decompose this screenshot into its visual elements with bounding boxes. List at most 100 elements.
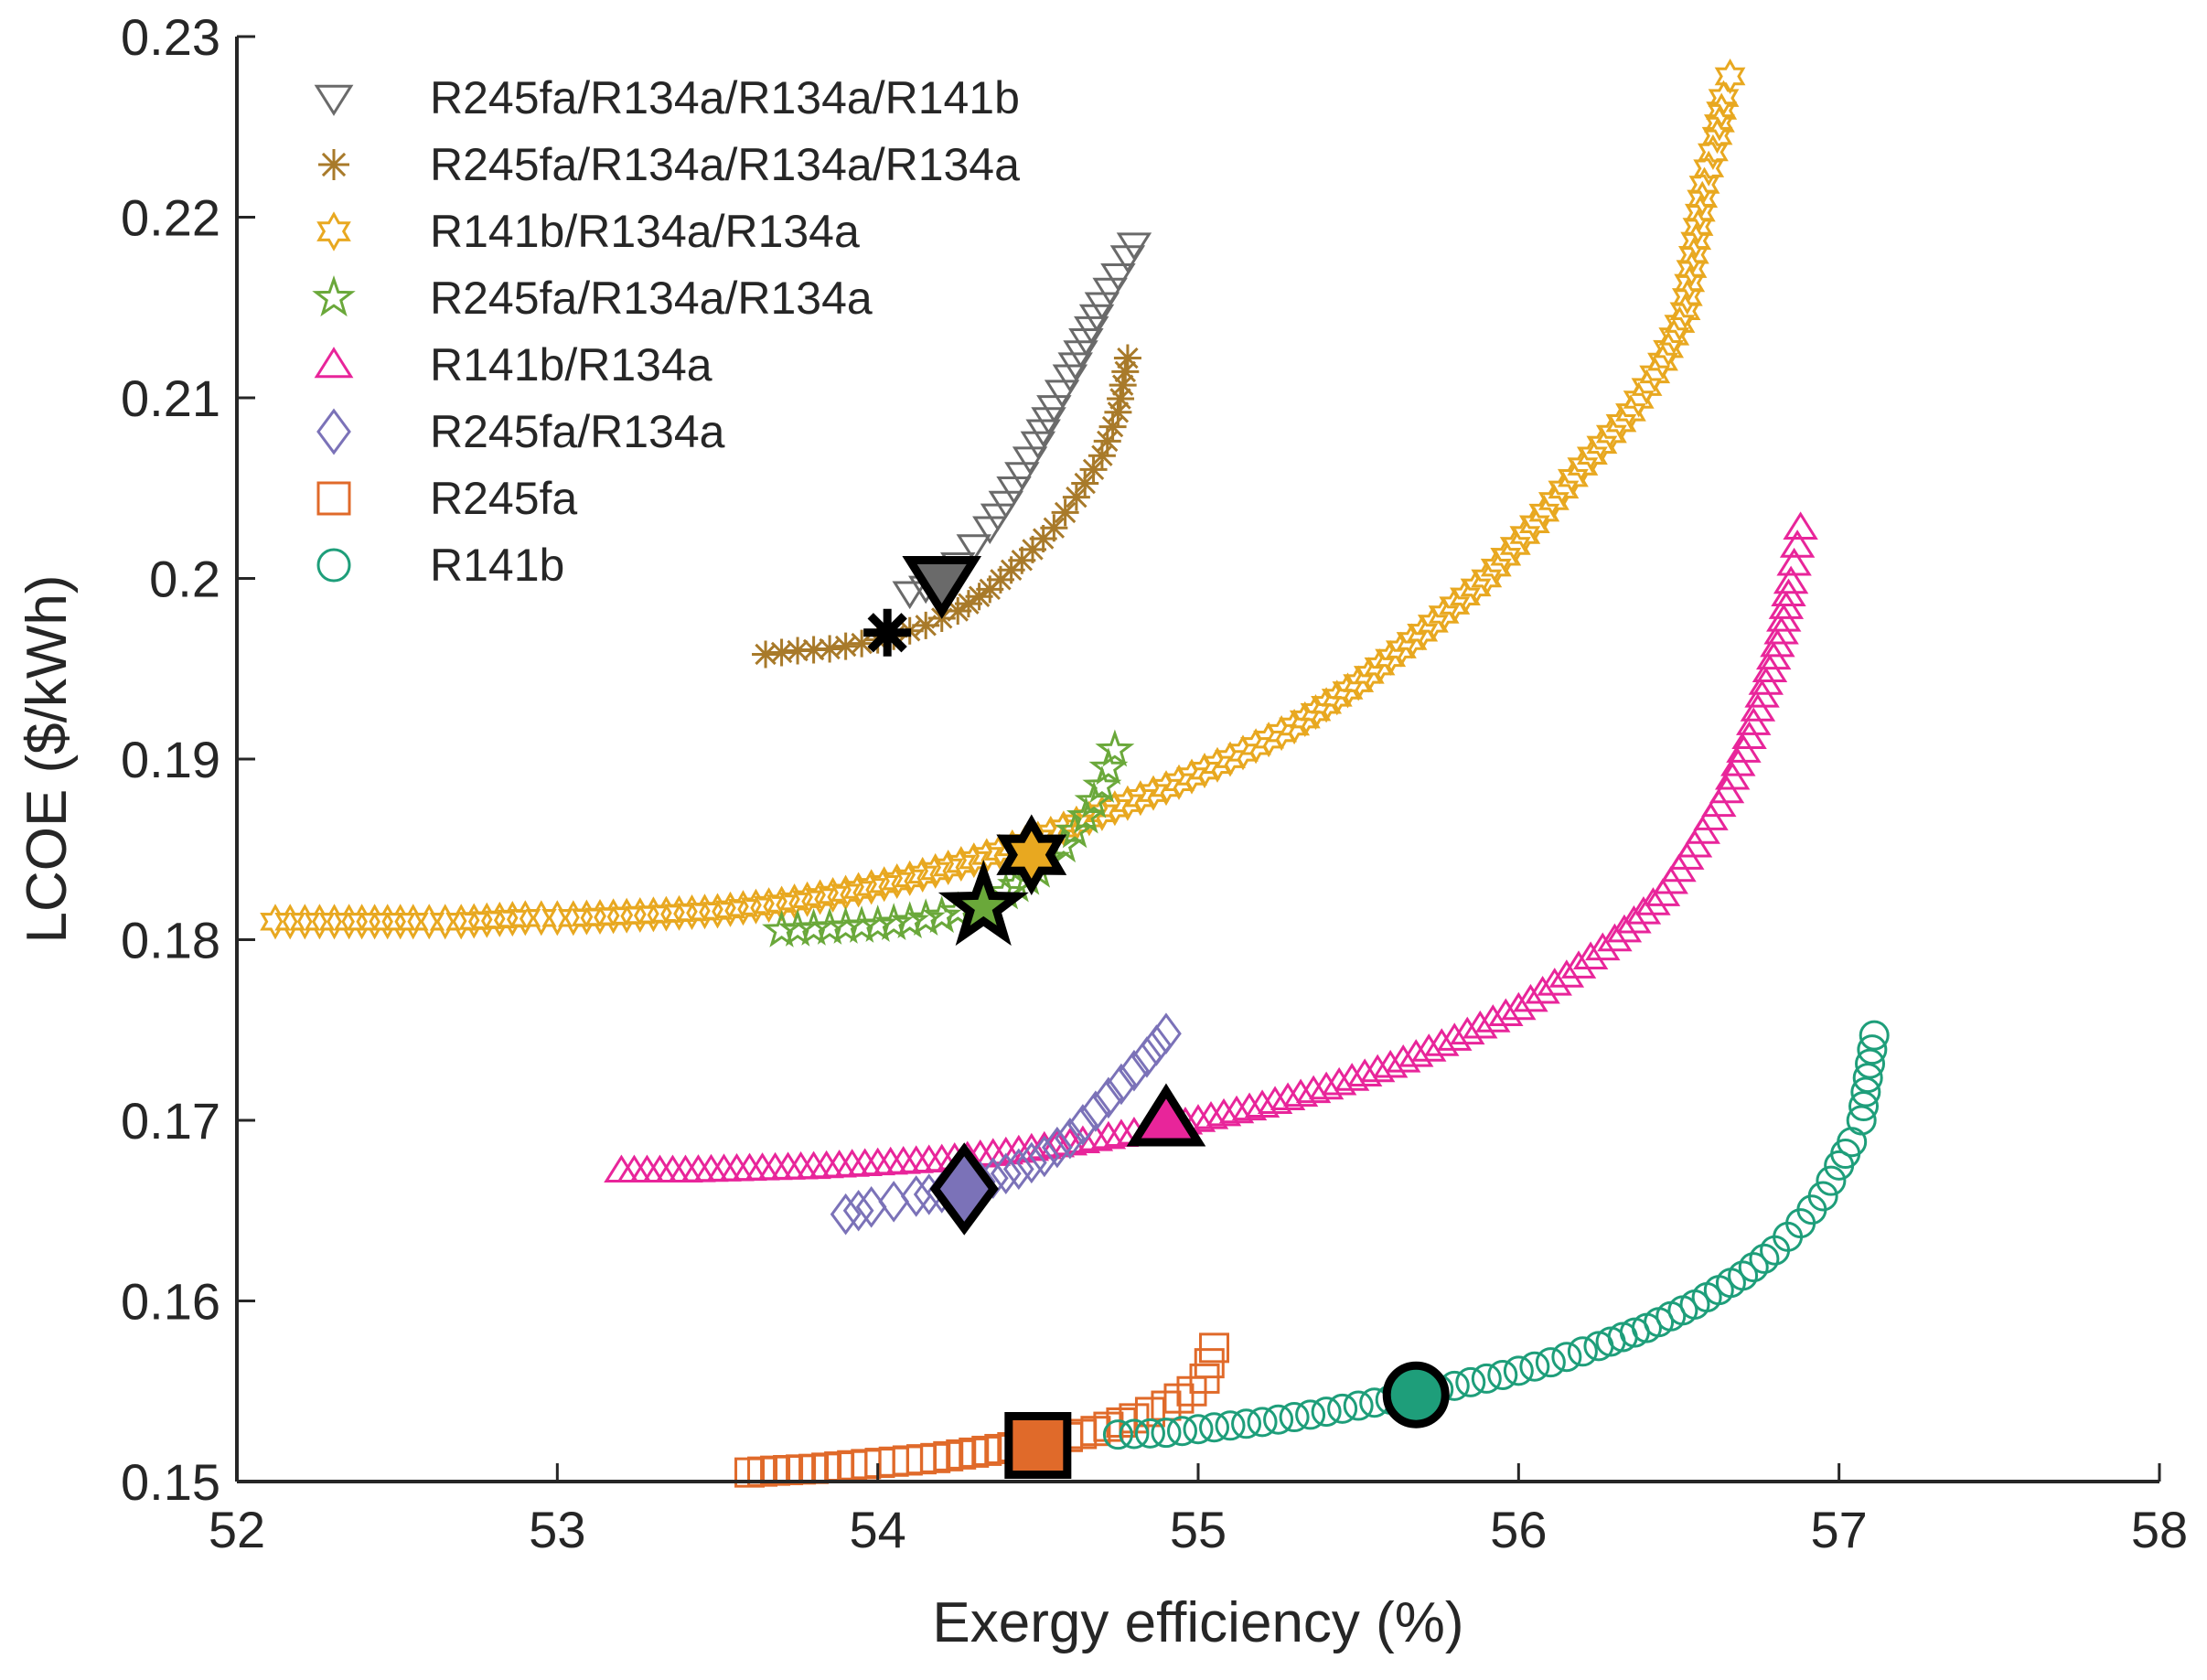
data-point	[1199, 1412, 1230, 1443]
data-point	[1012, 446, 1048, 475]
data-point	[1180, 1104, 1216, 1132]
data-point	[1308, 1071, 1345, 1100]
data-point	[1194, 1348, 1225, 1379]
data-point	[1525, 975, 1560, 1004]
data-point	[1084, 292, 1120, 321]
data-point	[1151, 1418, 1182, 1449]
data-point	[842, 1189, 874, 1232]
data-point	[1295, 1075, 1332, 1104]
data-point	[1028, 1135, 1060, 1178]
data-point	[1257, 1086, 1293, 1114]
legend-label: R141b	[430, 540, 564, 591]
x-axis-title: Exergy efficiency (%)	[932, 1591, 1463, 1654]
data-point	[892, 581, 927, 610]
data-point	[1095, 729, 1135, 767]
data-point	[1346, 1058, 1383, 1086]
data-point	[1052, 364, 1088, 393]
data-point	[784, 637, 812, 665]
data-point	[1537, 483, 1570, 519]
data-point	[1375, 639, 1407, 676]
optimal-point	[863, 608, 912, 657]
data-point	[1364, 648, 1396, 685]
legend-marker	[316, 408, 351, 455]
data-point	[1199, 1332, 1230, 1364]
data-point	[1471, 560, 1503, 597]
data-point	[922, 895, 962, 934]
data-point	[1008, 546, 1036, 574]
data-point	[1487, 1359, 1518, 1390]
plot-marks	[260, 58, 1890, 1488]
x-tick-label: 52	[209, 1501, 265, 1558]
data-point	[1031, 407, 1066, 435]
data-point	[1231, 1408, 1262, 1439]
data-point	[289, 904, 321, 940]
data-point	[1597, 923, 1633, 952]
data-point	[1428, 596, 1460, 633]
data-point	[1776, 547, 1812, 576]
data-point	[988, 490, 1024, 519]
y-tick-label: 0.17	[121, 1092, 220, 1150]
data-point	[1572, 941, 1609, 969]
data-point	[1455, 1366, 1486, 1397]
data-point	[384, 904, 416, 940]
data-point	[976, 575, 1004, 604]
data-point	[956, 534, 991, 562]
data-point	[1537, 968, 1572, 996]
data-point	[1503, 1355, 1534, 1386]
data-point	[1450, 1016, 1485, 1045]
data-point	[1740, 693, 1776, 722]
data-point	[1779, 530, 1816, 558]
data-point	[1040, 514, 1068, 542]
data-point	[1653, 331, 1685, 368]
data-point	[1471, 1363, 1502, 1394]
data-point	[855, 869, 887, 905]
legend-marker	[318, 149, 349, 180]
data-point	[1100, 262, 1136, 292]
series-R141b/R134a	[604, 511, 1818, 1183]
data-point	[1125, 780, 1156, 817]
data-point	[965, 583, 993, 611]
data-point	[274, 904, 306, 940]
data-point	[1736, 707, 1772, 735]
data-point	[1071, 469, 1099, 498]
data-point	[1658, 318, 1690, 355]
data-point	[1025, 419, 1061, 448]
data-point	[1079, 455, 1108, 484]
data-point	[1664, 305, 1696, 342]
data-point	[986, 565, 1014, 594]
data-point	[900, 1175, 932, 1217]
data-point	[1647, 343, 1678, 380]
y-tick-label: 0.15	[121, 1453, 220, 1511]
data-point	[1857, 1034, 1888, 1065]
optimal-point	[937, 859, 1029, 947]
data-point	[1247, 1407, 1278, 1438]
data-point	[1807, 1181, 1838, 1212]
data-point	[1026, 1130, 1063, 1160]
data-point	[894, 860, 926, 896]
data-point	[1098, 412, 1127, 441]
data-point	[1078, 304, 1115, 333]
data-point	[890, 901, 930, 938]
data-point	[1595, 415, 1627, 453]
data-point	[1279, 1402, 1310, 1433]
data-point	[1501, 991, 1537, 1021]
data-point	[1488, 998, 1524, 1027]
data-point	[1398, 1039, 1434, 1067]
data-point	[1623, 381, 1655, 418]
data-point	[1166, 1416, 1197, 1447]
x-tick-label: 57	[1811, 1501, 1868, 1558]
data-point	[1605, 405, 1637, 442]
data-point	[1054, 1117, 1086, 1160]
data-point	[1586, 426, 1618, 463]
data-point	[1098, 790, 1130, 827]
data-point	[1270, 1082, 1306, 1111]
data-point	[944, 597, 972, 626]
optimal-point	[929, 1142, 999, 1236]
data-point	[1052, 1127, 1088, 1156]
data-point	[1119, 1403, 1150, 1434]
series-R141b/R134a/R134a	[260, 58, 1746, 940]
data-point	[1093, 427, 1121, 455]
x-ticks: 52 53 54 55 56 57 58	[209, 1463, 2188, 1558]
data-point	[1460, 569, 1492, 605]
data-point	[766, 885, 798, 922]
